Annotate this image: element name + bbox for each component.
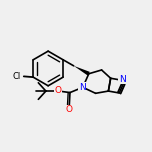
Text: N: N <box>79 83 85 92</box>
Text: O: O <box>55 86 62 95</box>
Text: Cl: Cl <box>13 72 21 81</box>
Text: N: N <box>119 75 126 84</box>
Polygon shape <box>74 66 90 76</box>
Text: O: O <box>66 105 73 114</box>
